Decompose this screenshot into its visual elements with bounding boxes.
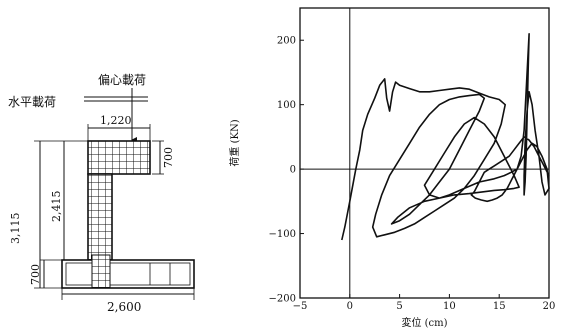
y-tick-label: 200 <box>277 36 296 47</box>
horizontal-load-label: 水平載荷 <box>8 95 56 109</box>
base-width-label: 2,600 <box>107 300 141 314</box>
x-tick-label: −5 <box>293 301 308 312</box>
column-embedment <box>91 254 111 289</box>
plot-frame <box>299 7 550 299</box>
series-group <box>341 32 550 241</box>
x-tick-label: 10 <box>443 301 456 312</box>
top-width-label: 1,220 <box>100 114 132 127</box>
total-height-label: 3,115 <box>9 213 22 245</box>
y-tick-label: 0 <box>290 165 296 176</box>
x-axis-label: 変位 (cm) <box>401 316 447 329</box>
x-tick-label: 15 <box>493 301 506 312</box>
hysteresis-curve <box>341 32 550 241</box>
x-tick-label: 0 <box>347 301 353 312</box>
eccentric-load-label: 偏心載荷 <box>98 72 146 87</box>
load-displacement-chart: −5 0 5 10 15 20 −200 −100 0 100 200 変位 (cm) 荷重 (KN… <box>228 7 556 329</box>
x-tick-label: 5 <box>396 301 402 312</box>
column-height-label: 2,415 <box>50 191 63 223</box>
y-tick-label: −200 <box>269 294 296 305</box>
y-axis-label: 荷重 (KN) <box>228 119 241 166</box>
cap-depth-label: 700 <box>162 147 175 168</box>
pier-footing <box>61 259 195 289</box>
pier-column <box>87 173 113 261</box>
axis-ticks: −5 0 5 10 15 20 −200 −100 0 100 200 <box>269 36 556 312</box>
x-tick-label: 20 <box>543 301 556 312</box>
y-tick-label: −100 <box>269 229 296 240</box>
y-tick-label: 100 <box>277 100 296 111</box>
pier-diagram: 偏心載荷 水平載荷 1,220 700 2,415 3,11 <box>8 72 195 314</box>
footing-height-label: 700 <box>29 264 42 285</box>
pier-cap <box>87 140 151 175</box>
